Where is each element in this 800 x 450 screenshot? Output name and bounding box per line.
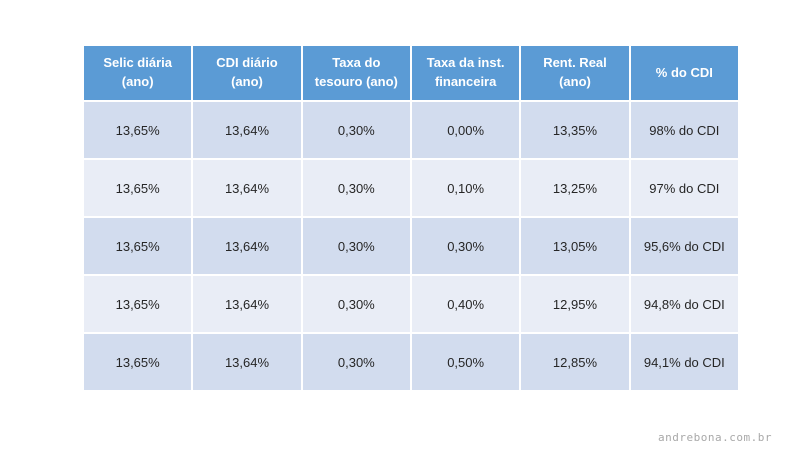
- header-line2: (ano): [121, 74, 154, 89]
- table-cell: 13,65%: [84, 276, 192, 332]
- table-header-row: Selic diária (ano) CDI diário (ano) Taxa do t…: [84, 46, 738, 100]
- header-line2: (ano): [559, 74, 591, 89]
- header-line2: financeira: [434, 74, 497, 89]
- table-cell: 0,40%: [411, 276, 520, 332]
- table-cell: 13,05%: [521, 218, 629, 274]
- header-line1: Rent. Real: [543, 55, 607, 71]
- table-cell: 94,1% do CDI: [630, 334, 738, 390]
- table-cell: 0,30%: [302, 102, 410, 158]
- header-line1: % do CDI: [655, 64, 713, 80]
- header-line1: CDI diário: [216, 55, 278, 71]
- table-cell: 13,64%: [193, 334, 301, 390]
- table-cell: 13,64%: [193, 160, 301, 216]
- table-cell: 13,64%: [193, 276, 301, 332]
- table-row: 13,65% 13,64% 0,30% 0,00% 13,35% 98% do CDI: [84, 102, 738, 158]
- header-cell: Taxa do tesouro (ano): [302, 46, 410, 100]
- table-cell: 13,65%: [84, 102, 192, 158]
- rates-table: Selic diária (ano) CDI diário (ano) Taxa do t…: [82, 44, 740, 392]
- table-cell: 94,8% do CDI: [630, 276, 738, 332]
- table-cell: 97% do CDI: [630, 160, 738, 216]
- header-cell: % do CDI: [630, 46, 738, 100]
- header-line1: Selic diária: [103, 55, 172, 71]
- table-cell: 0,00%: [411, 102, 520, 158]
- header-cell: Selic diária (ano): [84, 46, 192, 100]
- table-cell: 13,65%: [84, 334, 192, 390]
- table-cell: 12,95%: [521, 276, 629, 332]
- header-line1: Taxa do: [332, 55, 381, 71]
- table-row: 13,65% 13,64% 0,30% 0,30% 13,05% 95,6% do CDI: [84, 218, 738, 274]
- table-cell: 13,35%: [521, 102, 629, 158]
- header-line1: Taxa da inst.: [426, 55, 505, 71]
- table-cell: 13,25%: [521, 160, 629, 216]
- header-line2: (ano): [231, 74, 263, 89]
- table-cell: 95,6% do CDI: [630, 218, 738, 274]
- table-row: 13,65% 13,64% 0,30% 0,40% 12,95% 94,8% do CDI: [84, 276, 738, 332]
- table-cell: 98% do CDI: [630, 102, 738, 158]
- table-cell: 0,30%: [302, 276, 410, 332]
- header-cell: Taxa da inst. financeira: [411, 46, 520, 100]
- table-cell: 12,85%: [521, 334, 629, 390]
- header-cell: Rent. Real (ano): [521, 46, 629, 100]
- table-cell: 0,30%: [302, 218, 410, 274]
- table-cell: 13,65%: [84, 160, 192, 216]
- table-cell: 0,50%: [411, 334, 520, 390]
- table-cell: 13,65%: [84, 218, 192, 274]
- table-cell: 0,30%: [302, 160, 410, 216]
- watermark: andrebona.com.br: [658, 431, 772, 444]
- table-cell: 0,30%: [411, 218, 520, 274]
- table-cell: 0,30%: [302, 334, 410, 390]
- header-cell: CDI diário (ano): [193, 46, 301, 100]
- header-line2: tesouro (ano): [314, 74, 398, 89]
- table-cell: 13,64%: [193, 218, 301, 274]
- table-cell: 0,10%: [411, 160, 520, 216]
- table-row: 13,65% 13,64% 0,30% 0,10% 13,25% 97% do CDI: [84, 160, 738, 216]
- table-row: 13,65% 13,64% 0,30% 0,50% 12,85% 94,1% do CDI: [84, 334, 738, 390]
- table-cell: 13,64%: [193, 102, 301, 158]
